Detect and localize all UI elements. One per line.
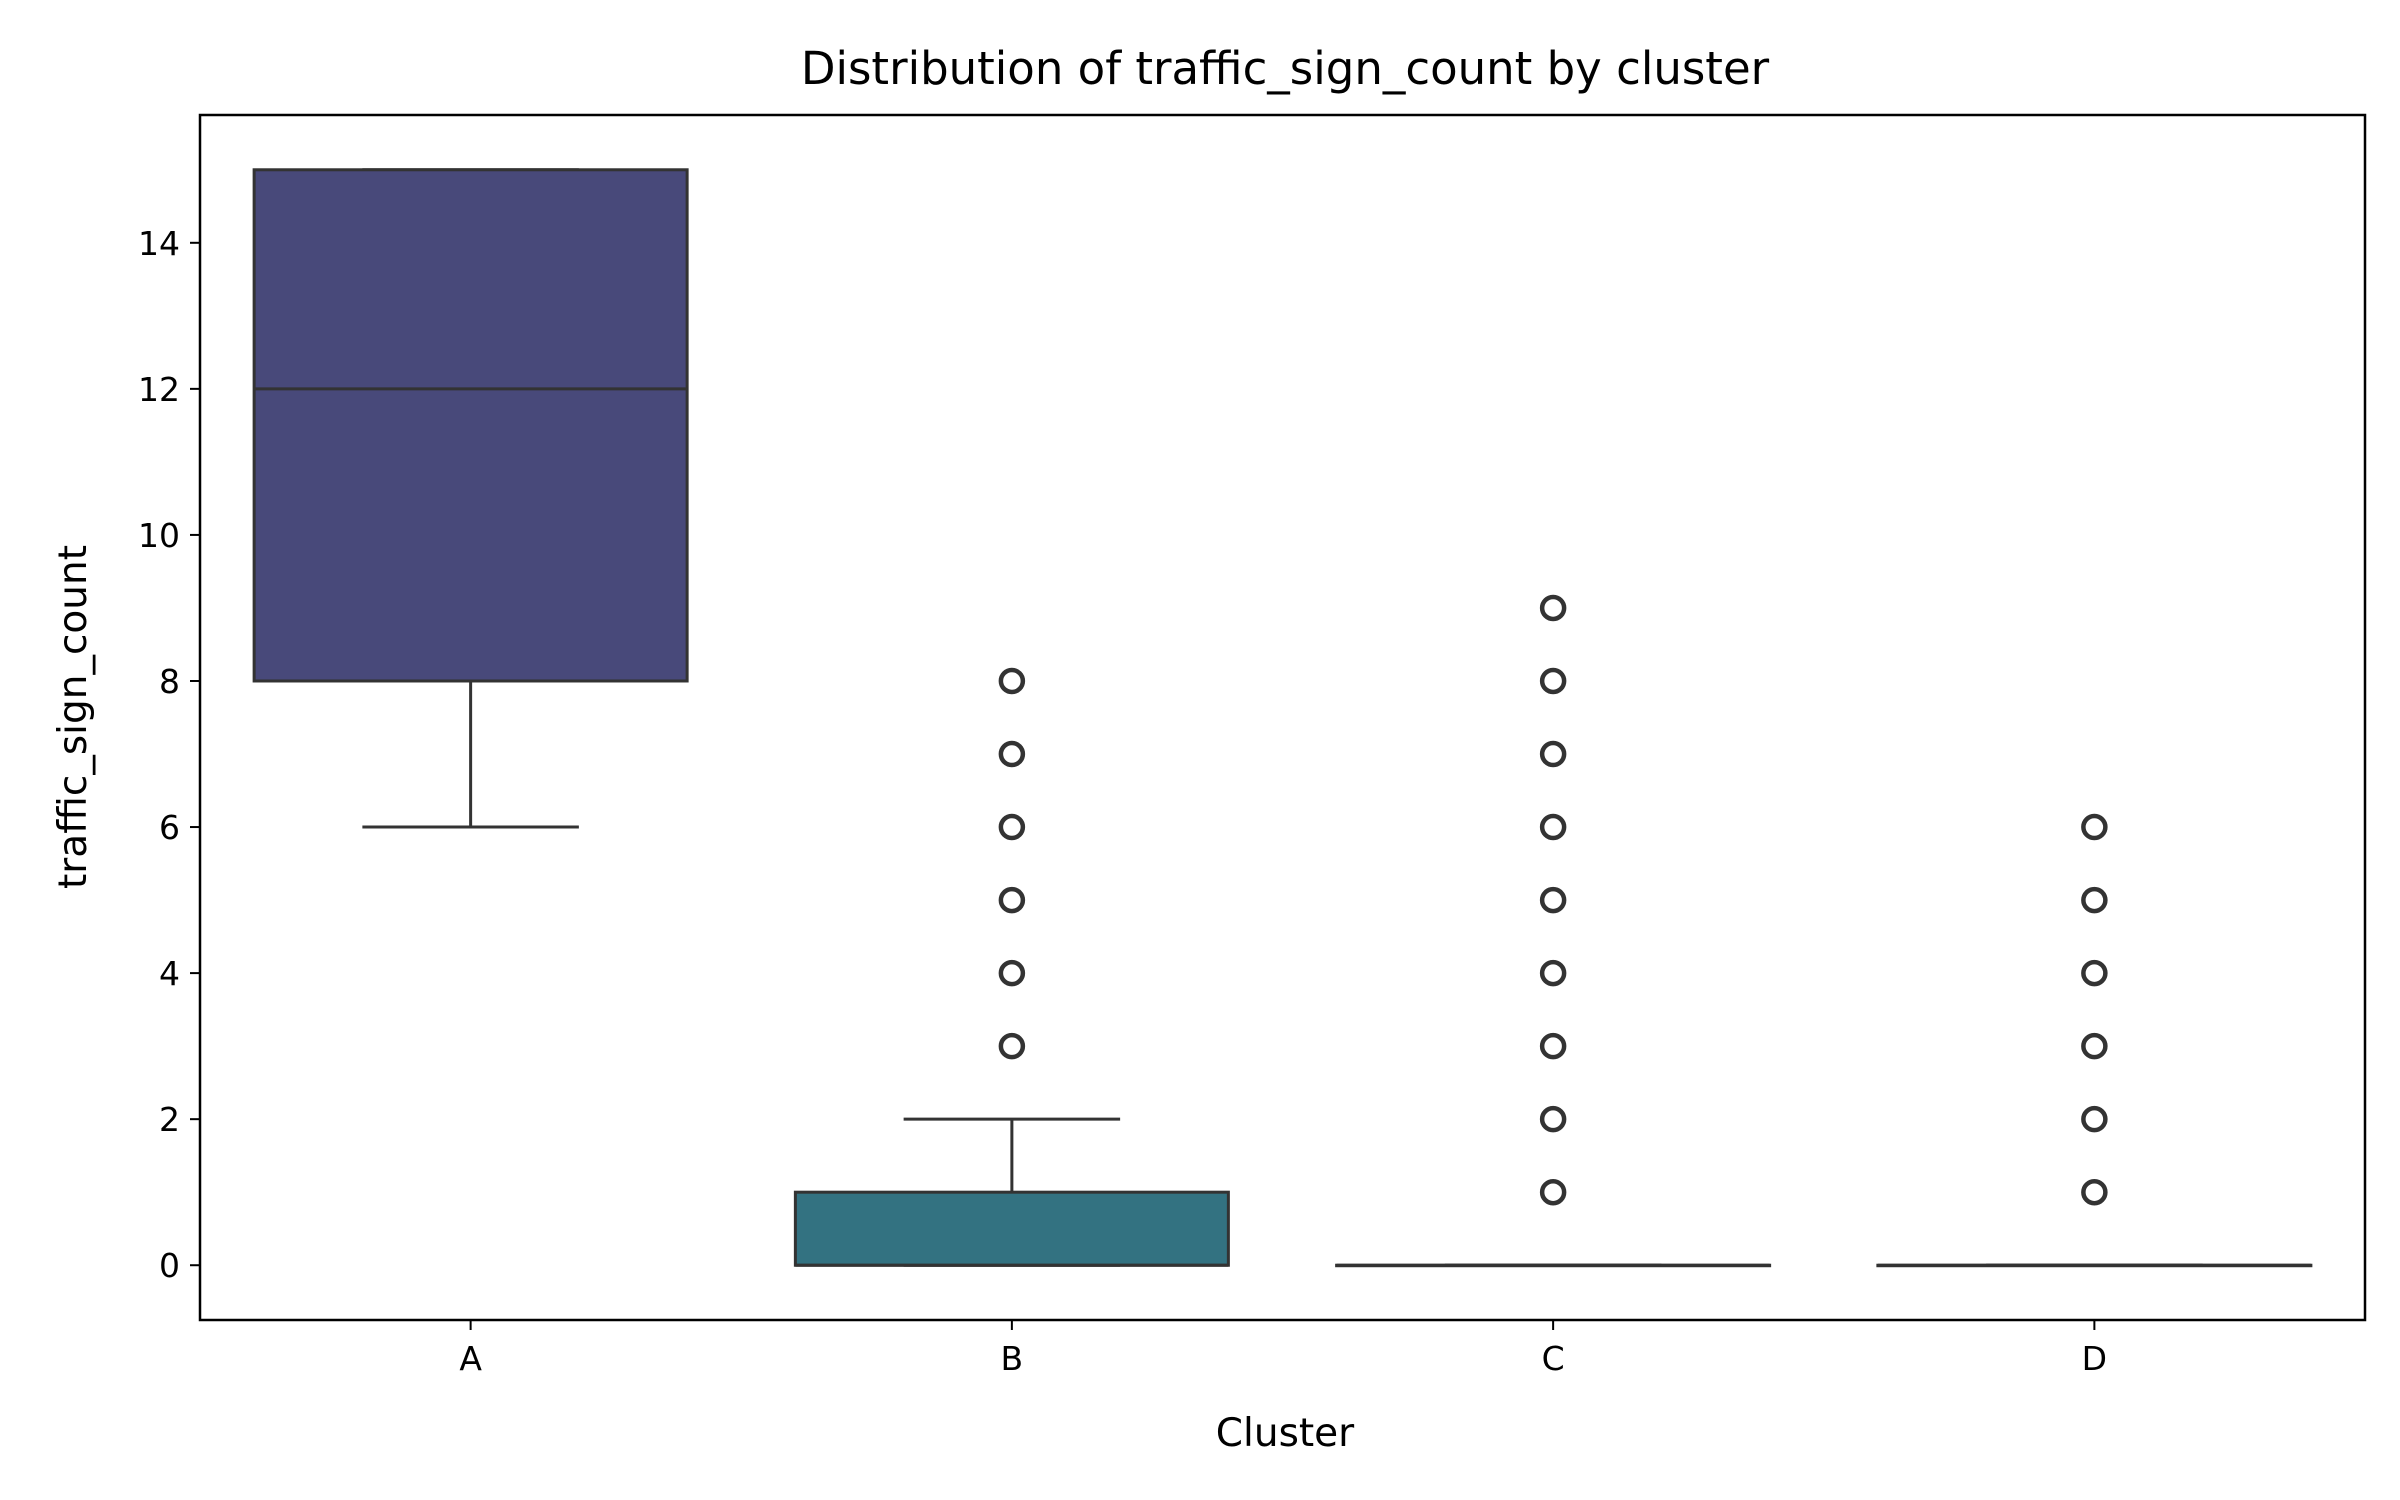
outlier-point bbox=[2081, 959, 2108, 987]
outlier-point bbox=[2081, 1032, 2108, 1060]
x-tick-label: A bbox=[459, 1339, 482, 1378]
x-tick-label: C bbox=[1542, 1339, 1565, 1378]
y-tick-label: 0 bbox=[159, 1246, 180, 1285]
outlier-point bbox=[2081, 886, 2108, 914]
box-group-c bbox=[1335, 594, 1772, 1268]
outlier-point bbox=[1539, 740, 1567, 768]
box-iqr bbox=[252, 168, 689, 683]
y-tick-label: 10 bbox=[138, 516, 180, 555]
y-axis-label: traffic_sign_count bbox=[51, 545, 96, 889]
outlier-point bbox=[2081, 1178, 2108, 1206]
y-tick-label: 8 bbox=[159, 662, 180, 701]
outlier-point bbox=[998, 667, 1026, 695]
outlier-point bbox=[1539, 959, 1567, 987]
y-tick-label: 6 bbox=[159, 808, 180, 847]
box-group-a bbox=[252, 168, 689, 829]
outlier-point bbox=[998, 959, 1026, 987]
outlier-point bbox=[1539, 886, 1567, 914]
plot-frame bbox=[198, 113, 2367, 1322]
x-tick-label: D bbox=[2082, 1339, 2107, 1378]
y-tick-label: 14 bbox=[138, 224, 180, 263]
y-tick-label: 12 bbox=[138, 370, 180, 409]
plot-area bbox=[252, 168, 2313, 1268]
outlier-point bbox=[1539, 667, 1567, 695]
x-axis-label: Cluster bbox=[1216, 1411, 1355, 1456]
x-tick-label: B bbox=[1001, 1339, 1024, 1378]
outlier-point bbox=[1539, 813, 1567, 841]
box-iqr bbox=[793, 1190, 1230, 1267]
chart-title: Distribution of traffic_sign_count by cl… bbox=[801, 42, 1770, 95]
outlier-point bbox=[1539, 1032, 1567, 1060]
outlier-point bbox=[998, 886, 1026, 914]
outlier-point bbox=[1539, 1105, 1567, 1133]
outlier-point bbox=[1539, 1178, 1567, 1206]
box-group-b bbox=[793, 667, 1230, 1267]
y-tick-label: 2 bbox=[159, 1100, 180, 1139]
y-tick-label: 4 bbox=[159, 954, 180, 993]
outlier-point bbox=[2081, 1105, 2108, 1133]
outlier-point bbox=[998, 740, 1026, 768]
outlier-point bbox=[998, 813, 1026, 841]
outlier-point bbox=[1539, 594, 1567, 622]
outlier-point bbox=[998, 1032, 1026, 1060]
outlier-point bbox=[2081, 813, 2108, 841]
box-group-d bbox=[1876, 813, 2313, 1268]
